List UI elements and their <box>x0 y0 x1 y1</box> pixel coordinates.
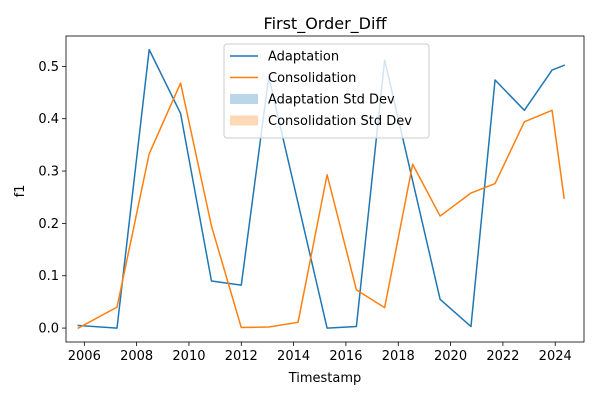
legend: Adaptation Consolidation Adaptation Std De… <box>223 43 430 139</box>
y-tick-label-3: 0.3 <box>38 165 59 180</box>
legend-swatch-consolidation-std-dev <box>230 115 258 126</box>
chart-title: First_Order_Diff <box>264 14 388 34</box>
x-tick-label-2022: 2022 <box>486 349 519 364</box>
y-tick-label-1: 0.1 <box>38 269 59 284</box>
x-axis-label: Timestamp <box>288 371 362 386</box>
y-tick-label-5: 0.5 <box>38 60 59 75</box>
legend-label-consolidation: Consolidation <box>268 71 356 86</box>
x-tick-label-2006: 2006 <box>68 349 101 364</box>
x-tick-label-2016: 2016 <box>329 349 362 364</box>
legend-box <box>223 43 430 139</box>
series-line-adaptation <box>77 48 566 329</box>
y-tick-label-0: 0.0 <box>38 322 59 337</box>
plot-frame <box>65 35 585 343</box>
x-tick-label-2018: 2018 <box>382 349 415 364</box>
y-tick-label-2: 0.2 <box>38 217 59 232</box>
x-tick-label-2008: 2008 <box>120 349 153 364</box>
axes-layer: 2006 2008 2010 2012 2014 2016 2018 2020 2022 2024… <box>38 35 585 364</box>
x-tick-label-2010: 2010 <box>172 349 205 364</box>
y-tick-label-4: 0.4 <box>38 112 59 127</box>
x-tick-label-2024: 2024 <box>539 349 572 364</box>
series-layer <box>77 48 566 330</box>
series-line-consolidation <box>77 82 565 330</box>
x-tick-label-2020: 2020 <box>434 349 467 364</box>
legend-swatch-adaptation-std-dev <box>230 94 258 104</box>
x-tick-label-2012: 2012 <box>225 349 258 364</box>
legend-label-adaptation-std-dev: Adaptation Std Dev <box>268 93 395 108</box>
legend-label-consolidation-std-dev: Consolidation Std Dev <box>268 114 412 129</box>
x-tick-label-2014: 2014 <box>277 349 310 364</box>
legend-label-adaptation: Adaptation <box>268 50 339 65</box>
y-axis-label: f1 <box>13 185 28 198</box>
